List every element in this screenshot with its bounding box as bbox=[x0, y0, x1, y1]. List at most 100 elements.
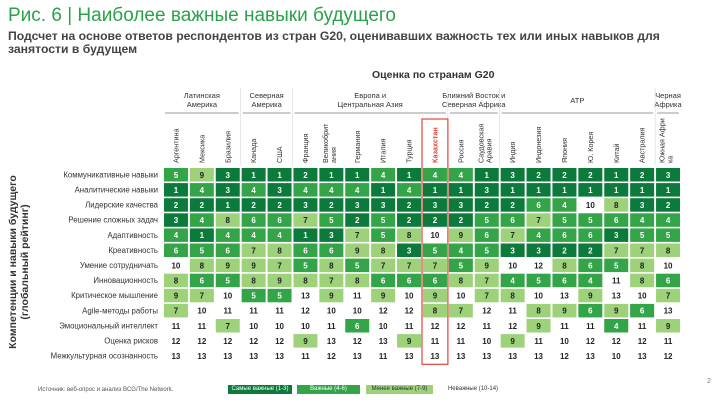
heatmap-cell bbox=[552, 303, 577, 318]
heatmap-cell bbox=[500, 213, 525, 227]
heatmap-cell bbox=[241, 334, 266, 348]
cell-value: 1 bbox=[536, 186, 541, 195]
column-label: Мексика bbox=[197, 135, 206, 163]
cell-value: 13 bbox=[508, 352, 517, 361]
heatmap-cell bbox=[578, 334, 603, 348]
heatmap-cell bbox=[163, 168, 188, 182]
heatmap-cell bbox=[345, 273, 370, 288]
heatmap-cell bbox=[474, 198, 499, 212]
region-label: Северная Америка bbox=[249, 91, 283, 109]
heatmap-cell bbox=[500, 243, 525, 257]
heatmap-cell bbox=[241, 288, 266, 303]
column-label-group: США bbox=[275, 146, 284, 163]
cell-value: 4 bbox=[433, 171, 438, 180]
cell-value: 12 bbox=[664, 352, 673, 361]
cell-value: 6 bbox=[536, 201, 541, 210]
cell-value: 2 bbox=[407, 216, 412, 225]
cell-value: 9 bbox=[510, 337, 515, 346]
column-label: Южная Афри bbox=[658, 118, 667, 163]
cell-value: 10 bbox=[482, 337, 491, 346]
heatmap-cell bbox=[163, 303, 188, 318]
column-label: Япония bbox=[560, 138, 569, 163]
heatmap-cell bbox=[630, 258, 655, 273]
heatmap-cell bbox=[474, 273, 499, 288]
cell-value: 13 bbox=[534, 352, 543, 361]
page-title: Рис. 6 | Наиболее важные навыки будущего bbox=[8, 5, 396, 26]
heatmap-cell bbox=[397, 168, 422, 182]
heatmap-cell bbox=[448, 213, 473, 227]
heatmap-cell bbox=[630, 288, 655, 303]
heatmap-cell bbox=[319, 228, 344, 242]
cell-value: 4 bbox=[226, 231, 231, 240]
column-label: Китай bbox=[612, 144, 621, 163]
cell-value: 9 bbox=[459, 231, 464, 240]
legend-not-important: Неважные (10-14) bbox=[438, 385, 508, 394]
cell-value: 13 bbox=[327, 337, 336, 346]
cell-value: 1 bbox=[614, 171, 619, 180]
heatmap-cell bbox=[241, 349, 266, 363]
cell-value: 2 bbox=[485, 201, 490, 210]
heatmap-cell bbox=[604, 273, 629, 288]
heatmap-cell bbox=[474, 258, 499, 273]
heatmap-cell bbox=[319, 258, 344, 273]
heatmap-cell bbox=[293, 243, 318, 257]
cell-value: 1 bbox=[355, 171, 360, 180]
cell-value: 12 bbox=[612, 337, 621, 346]
heatmap-cell bbox=[293, 213, 318, 227]
cell-value: 13 bbox=[638, 352, 647, 361]
cell-value: 9 bbox=[200, 171, 205, 180]
cell-value: 4 bbox=[200, 216, 205, 225]
cell-value: 6 bbox=[355, 322, 360, 331]
cell-value: 9 bbox=[381, 292, 386, 301]
heatmap-cell bbox=[163, 258, 188, 273]
cell-value: 5 bbox=[459, 261, 464, 270]
heatmap-cell bbox=[500, 228, 525, 242]
heatmap-cell bbox=[526, 228, 551, 242]
region-label: Европа и Центральная Азия bbox=[338, 91, 403, 109]
cell-value: 12 bbox=[586, 337, 595, 346]
row-label: Оценка рисков bbox=[104, 336, 158, 345]
heatmap-cell bbox=[578, 213, 603, 227]
cell-value: 4 bbox=[277, 231, 282, 240]
cell-value: 5 bbox=[485, 246, 490, 255]
cell-value: 8 bbox=[381, 246, 386, 255]
cell-value: 11 bbox=[508, 307, 517, 316]
heatmap-cell bbox=[319, 303, 344, 318]
column-label: Индия bbox=[508, 142, 517, 163]
column-label: ания bbox=[329, 147, 338, 163]
cell-value: 10 bbox=[353, 307, 362, 316]
cell-value: 6 bbox=[485, 231, 490, 240]
cell-value: 12 bbox=[223, 337, 232, 346]
cell-value: 4 bbox=[666, 216, 671, 225]
row-label: Лидерские качества bbox=[85, 201, 159, 210]
column-label: Индонезия bbox=[534, 127, 543, 163]
cell-value: 1 bbox=[459, 186, 464, 195]
cell-value: 12 bbox=[301, 307, 310, 316]
cell-value: 10 bbox=[638, 292, 647, 301]
cell-value: 1 bbox=[251, 171, 256, 180]
cell-value: 10 bbox=[197, 307, 206, 316]
cell-value: 5 bbox=[303, 261, 308, 270]
heatmap-cell bbox=[578, 258, 603, 273]
cell-value: 6 bbox=[510, 216, 515, 225]
heatmap-cell bbox=[215, 349, 240, 363]
heatmap-cell bbox=[526, 243, 551, 257]
heatmap-cell bbox=[189, 183, 214, 197]
cell-value: 7 bbox=[407, 261, 412, 270]
cell-value: 2 bbox=[536, 171, 541, 180]
cell-value: 9 bbox=[277, 276, 282, 285]
heatmap-cell bbox=[604, 288, 629, 303]
cell-value: 13 bbox=[379, 337, 388, 346]
cell-value: 3 bbox=[614, 231, 619, 240]
row-label: Критическое мышление bbox=[71, 291, 158, 300]
cell-value: 13 bbox=[560, 292, 569, 301]
heatmap-cell bbox=[656, 303, 681, 318]
cell-value: 13 bbox=[456, 352, 465, 361]
heatmap-cell bbox=[474, 183, 499, 197]
cell-value: 11 bbox=[301, 352, 310, 361]
heatmap-cell bbox=[189, 288, 214, 303]
heatmap-cell bbox=[604, 334, 629, 348]
cell-value: 9 bbox=[485, 261, 490, 270]
heatmap-cell bbox=[397, 243, 422, 257]
cell-value: 6 bbox=[200, 276, 205, 285]
